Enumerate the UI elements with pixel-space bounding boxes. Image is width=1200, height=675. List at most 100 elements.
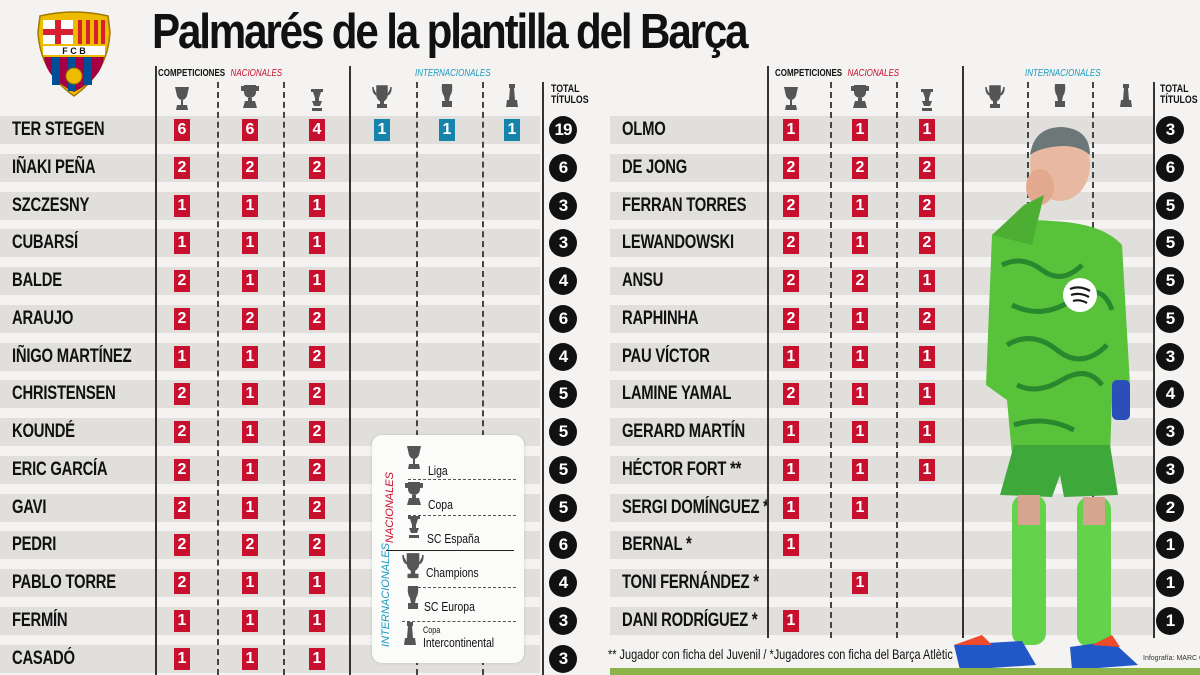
copa-count-badge: 1 (242, 572, 258, 594)
sc-espana-count-badge: 2 (309, 458, 325, 481)
table-row (0, 153, 540, 182)
copa-count-badge: 1 (242, 383, 258, 406)
liga-count-badge: 1 (174, 345, 190, 368)
liga-count-badge: 2 (783, 194, 799, 217)
player-name: PAU VÍCTOR (622, 345, 710, 367)
player-name: KOUNDÉ (12, 421, 75, 442)
dashed-divider (416, 82, 418, 675)
total-titles-badge: 5 (1156, 229, 1184, 258)
sc-europa-count-badge: 1 (439, 119, 455, 141)
sc-espana-count-badge: 2 (919, 307, 935, 330)
copa-count-badge: 1 (852, 458, 868, 481)
sc-espana-count-badge: 2 (309, 421, 325, 443)
copa-count-badge: 2 (242, 156, 258, 179)
sc-espana-count-badge: 1 (309, 194, 325, 217)
supercopa-europa-trophy-icon (1054, 84, 1066, 107)
table-row (0, 304, 540, 333)
copa-count-badge: 1 (852, 345, 868, 368)
copa-count-badge: 1 (242, 496, 258, 519)
legend-item-sc-espana: SC España (427, 531, 480, 546)
liga-count-badge: 2 (174, 307, 190, 330)
liga-count-badge: 1 (783, 496, 799, 519)
intercontinental-trophy-icon (404, 622, 416, 645)
divider (542, 82, 544, 675)
total-titles-badge: 4 (549, 267, 577, 295)
table-row (610, 606, 1153, 635)
total-titles-badge: 5 (1156, 191, 1184, 220)
total-titles-badge: 2 (1156, 493, 1184, 522)
player-name: BALDE (12, 270, 62, 291)
copa-count-badge: 1 (852, 307, 868, 330)
legend-item-intercontinental: Intercontinental (423, 635, 495, 650)
sc-espana-count-badge: 2 (309, 345, 325, 368)
copa-trophy-icon (405, 482, 423, 505)
credit: Infografía: MARC CREUS (1143, 655, 1200, 662)
total-titles-badge: 3 (549, 191, 577, 220)
player-name: IÑIGO MARTÍNEZ (12, 345, 132, 367)
liga-count-badge: 2 (174, 270, 190, 292)
total-titles-badge: 3 (1156, 342, 1184, 371)
player-name: TONI FERNÁNDEZ * (622, 572, 759, 593)
dashed-divider (830, 82, 832, 638)
player-photo (954, 127, 1138, 670)
table-row (0, 342, 540, 371)
copa-count-badge: 2 (852, 156, 868, 179)
player-name: SZCZESNY (12, 194, 90, 216)
liga-count-badge: 2 (174, 421, 190, 443)
player-name: ANSU (622, 270, 664, 291)
total-titles-badge: 3 (1156, 418, 1184, 446)
divider (962, 66, 964, 638)
player-name: ERIC GARCÍA (12, 458, 108, 480)
player-name: CUBARSÍ (12, 232, 78, 254)
divider (349, 66, 351, 675)
total-titles-badge: 3 (1156, 116, 1184, 144)
legend-item-copa: Copa (428, 497, 453, 512)
copa-count-badge: 1 (852, 383, 868, 406)
liga-count-badge: 1 (783, 119, 799, 141)
liga-count-badge: 2 (783, 270, 799, 292)
sc-espana-count-badge: 1 (919, 119, 935, 141)
supercopa-espana-trophy-icon (311, 89, 323, 111)
total-titles-badge: 6 (1156, 153, 1184, 182)
copa-count-badge: 1 (242, 421, 258, 443)
player-name: FERRAN TORRES (622, 194, 747, 216)
copa-count-badge: 1 (852, 194, 868, 217)
sc-espana-count-badge: 2 (309, 534, 325, 557)
liga-count-badge: 1 (174, 647, 190, 670)
champions-trophy-icon (372, 85, 392, 108)
fc-barcelona-crest-icon: F C B (37, 11, 111, 97)
liga-count-badge: 2 (174, 534, 190, 557)
player-name: DE JONG (622, 156, 688, 178)
total-titles-badge: 5 (549, 455, 577, 484)
liga-count-badge: 1 (174, 232, 190, 255)
liga-trophy-icon (175, 87, 189, 110)
dashed-divider (283, 82, 285, 675)
legend-separator (386, 550, 514, 551)
table-row (0, 380, 540, 409)
total-titles-badge: 6 (549, 153, 577, 182)
legend-card: NACIONALES INTERNACIONALES Liga Copa SC … (372, 435, 524, 663)
copa-count-badge: 1 (242, 458, 258, 481)
table-row (610, 569, 1153, 597)
player-name: LAMINE YAMAL (622, 383, 732, 405)
total-titles-badge: 6 (549, 531, 577, 560)
champions-count-badge: 1 (374, 119, 390, 141)
copa-count-badge: 1 (852, 232, 868, 255)
total-titles-badge: 6 (549, 304, 577, 333)
player-name: PEDRI (12, 534, 57, 556)
player-name: CASADÓ (12, 647, 75, 669)
copa-count-badge: 1 (852, 496, 868, 519)
sc-espana-count-badge: 1 (919, 421, 935, 443)
total-titles-badge: 19 (549, 116, 577, 144)
copa-count-badge: 1 (242, 609, 258, 632)
divider (767, 66, 769, 638)
header-competiciones-right: COMPETICIONES NACIONALES (775, 68, 900, 79)
copa-count-badge: 1 (852, 421, 868, 443)
sc-espana-count-badge: 1 (309, 270, 325, 292)
copa-count-badge: 1 (852, 119, 868, 141)
player-name: IÑAKI PEÑA (12, 156, 96, 178)
legend-item-champions: Champions (426, 565, 479, 580)
footnote: ** Jugador con ficha del Juvenil / *Juga… (608, 646, 953, 662)
dashed-divider (217, 82, 219, 675)
player-name: RAPHINHA (622, 307, 699, 329)
